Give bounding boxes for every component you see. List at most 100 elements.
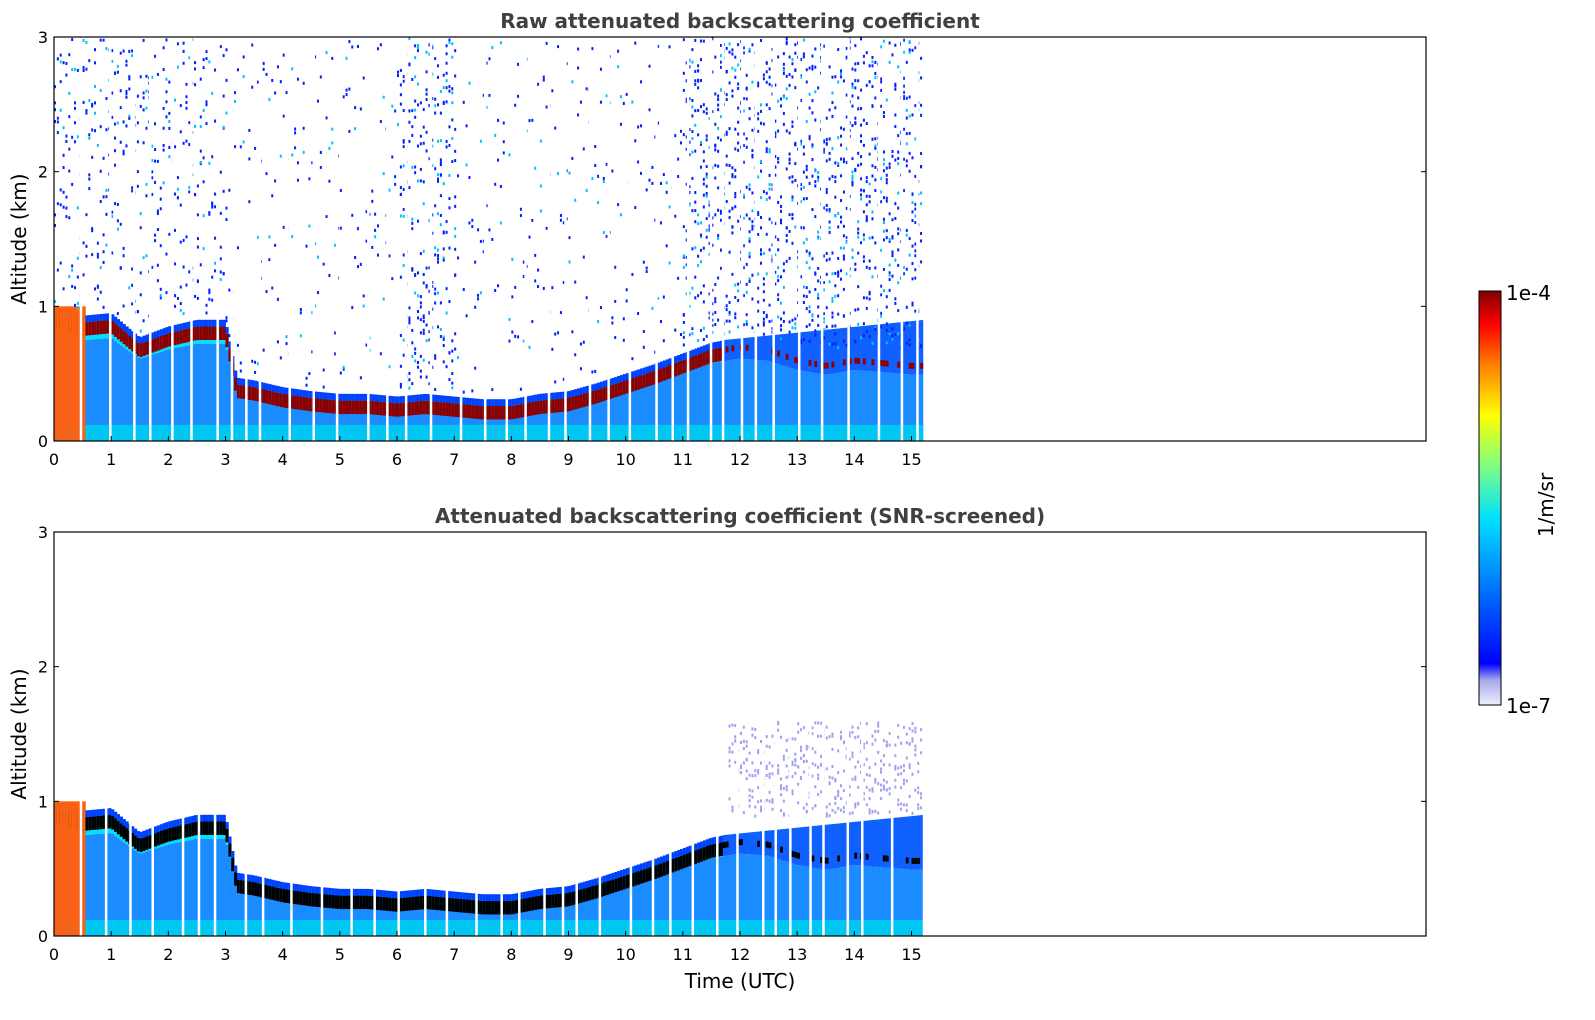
heatmap-cell <box>88 177 91 181</box>
heatmap-cell <box>565 424 569 441</box>
heatmap-cell <box>194 67 197 71</box>
heatmap-cell <box>139 329 142 333</box>
heatmap-cell <box>654 919 658 936</box>
heatmap-cell <box>68 115 71 119</box>
heatmap-cell <box>519 424 524 441</box>
heatmap-cell <box>894 216 897 220</box>
heatmap-cell <box>156 825 161 833</box>
heatmap-cell <box>688 97 691 101</box>
heatmap-cell <box>817 178 820 182</box>
heatmap-cell <box>339 406 343 441</box>
heatmap-cell <box>334 424 338 441</box>
heatmap-cell <box>831 296 834 300</box>
heatmap-cell <box>685 255 688 259</box>
heatmap-cell <box>111 314 115 322</box>
heatmap-cell <box>802 338 805 342</box>
heatmap-cell <box>714 297 717 301</box>
heatmap-cell <box>719 248 722 252</box>
heatmap-cell <box>142 335 146 343</box>
heatmap-cell <box>65 134 68 138</box>
heatmap-cell <box>617 919 621 936</box>
heatmap-cell <box>428 919 432 936</box>
heatmap-cell <box>274 243 277 247</box>
heatmap-cell <box>828 108 831 112</box>
heatmap-cell <box>508 919 512 936</box>
heatmap-cell <box>248 874 252 882</box>
heatmap-cell <box>308 892 312 907</box>
heatmap-cell <box>96 252 99 256</box>
heatmap-cell <box>605 379 609 387</box>
heatmap-cell <box>162 334 166 349</box>
heatmap-cell <box>374 401 378 415</box>
heatmap-cell <box>188 321 192 329</box>
heatmap-cell <box>614 424 618 441</box>
heatmap-cell <box>91 339 95 441</box>
heatmap-cell <box>322 887 326 895</box>
heatmap-cell <box>828 220 831 224</box>
heatmap-cell <box>645 266 648 270</box>
heatmap-cell <box>742 97 745 101</box>
heatmap-cell <box>742 193 745 197</box>
heatmap-cell <box>414 99 417 103</box>
heatmap-cell <box>445 44 448 48</box>
heatmap-cell <box>765 272 768 276</box>
heatmap-cell <box>588 919 592 936</box>
heatmap-cell <box>336 901 341 936</box>
heatmap-cell <box>342 400 346 415</box>
heatmap-cell <box>428 103 431 107</box>
heatmap-cell <box>808 181 811 185</box>
heatmap-cell <box>102 250 105 254</box>
heatmap-cell <box>734 283 737 287</box>
heatmap-cell <box>122 825 126 840</box>
heatmap-cell <box>734 55 737 59</box>
heatmap-cell <box>156 352 161 441</box>
heatmap-cell <box>751 337 755 360</box>
heatmap-cell <box>142 837 146 851</box>
heatmap-cell <box>91 424 95 441</box>
heatmap-cell <box>577 47 580 51</box>
heatmap-cell <box>142 830 146 838</box>
heatmap-cell <box>174 424 178 441</box>
heatmap-cell <box>717 136 720 140</box>
heatmap-cell <box>728 216 731 220</box>
heatmap-cell <box>428 330 431 334</box>
heatmap-cell <box>808 424 812 441</box>
heatmap-cell <box>642 374 646 388</box>
heatmap-cell <box>854 68 857 72</box>
heatmap-cell <box>822 424 827 441</box>
heatmap-cell <box>614 265 617 269</box>
heatmap-cell <box>908 95 911 99</box>
heatmap-cell <box>579 424 584 441</box>
heatmap-cell <box>256 891 261 936</box>
heatmap-cell <box>179 825 183 839</box>
heatmap-cell <box>765 315 768 319</box>
heatmap-cell <box>494 424 498 441</box>
heatmap-cell <box>837 136 840 140</box>
heatmap-cell <box>851 170 854 174</box>
heatmap-cell <box>842 190 845 194</box>
heatmap-cell <box>537 268 540 272</box>
heatmap-cell <box>442 897 446 911</box>
heatmap-cell <box>439 158 442 162</box>
heatmap-cell <box>54 108 56 112</box>
heatmap-cell <box>196 343 201 441</box>
heatmap-cell <box>154 424 158 441</box>
heatmap-cell <box>254 875 258 883</box>
heatmap-cell <box>711 70 714 74</box>
snr-screened-panel: Attenuated backscattering coefficient (S… <box>7 504 1427 993</box>
heatmap-cell <box>697 849 701 863</box>
heatmap-cell <box>702 39 705 43</box>
heatmap-cell <box>865 83 868 87</box>
heatmap-cell <box>334 895 338 909</box>
heatmap-cell <box>817 171 820 175</box>
heatmap-cell <box>891 150 894 154</box>
heatmap-cell <box>371 902 375 936</box>
heatmap-cell <box>497 158 500 162</box>
heatmap-cell <box>762 290 765 294</box>
heatmap-cell <box>371 401 375 415</box>
heatmap-cell <box>691 327 694 331</box>
heatmap-cell <box>822 320 825 324</box>
heatmap-cell <box>905 108 908 112</box>
heatmap-cell <box>545 406 549 441</box>
heatmap-cell <box>131 49 134 53</box>
